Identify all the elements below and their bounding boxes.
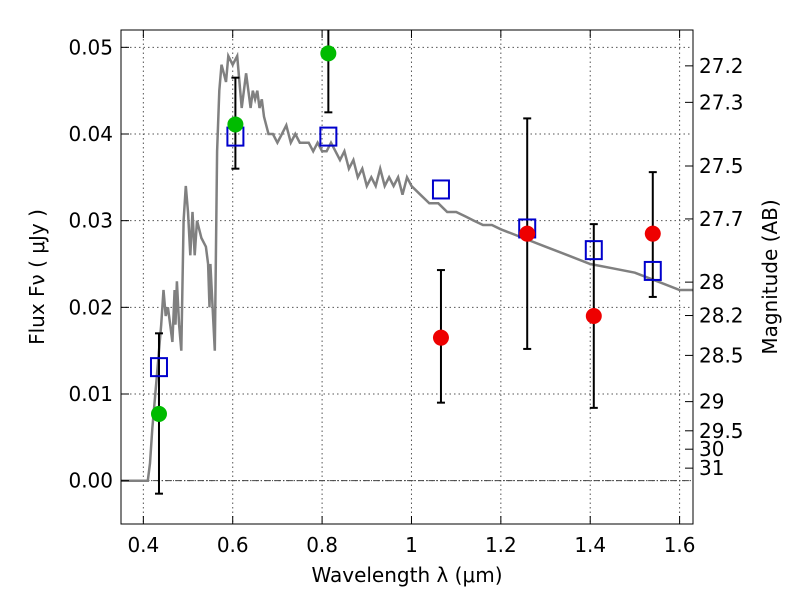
right-tick-label: 31 bbox=[699, 456, 724, 480]
y-axis-ticks: 0.00 0.01 0.02 0.03 0.04 0.05 bbox=[68, 35, 129, 493]
model-square-marker bbox=[431, 179, 450, 200]
observed-photometry-markers bbox=[150, 45, 661, 422]
observed-circle-marker bbox=[227, 116, 244, 133]
right-tick-label: 28.5 bbox=[699, 343, 744, 367]
observed-circle-marker bbox=[150, 405, 167, 422]
observed-circle-marker bbox=[519, 225, 536, 242]
model-photometry-markers bbox=[149, 126, 662, 378]
x-tick-label: 0.6 bbox=[217, 533, 249, 557]
y-axis-label: Flux Fν ( μJy ) bbox=[25, 209, 49, 345]
y-tick-label: 0.04 bbox=[68, 122, 113, 146]
right-tick-label: 29.5 bbox=[699, 419, 744, 443]
y-tick-label: 0.03 bbox=[68, 209, 113, 233]
x-tick-label: 1.4 bbox=[574, 533, 606, 557]
model-square-marker bbox=[643, 260, 662, 281]
x-axis-label: Wavelength λ (μm) bbox=[311, 563, 502, 587]
y-tick-label: 0.02 bbox=[68, 295, 113, 319]
observed-circle-marker bbox=[432, 329, 449, 346]
x-tick-label: 1.6 bbox=[664, 533, 696, 557]
right-tick-label: 30 bbox=[699, 437, 724, 461]
error-bars bbox=[154, 30, 657, 495]
model-sed-line bbox=[121, 51, 693, 482]
right-tick-label: 27.5 bbox=[699, 154, 744, 178]
y-tick-label: 0.01 bbox=[68, 382, 113, 406]
right-tick-label: 29 bbox=[699, 390, 724, 414]
y-tick-label: 0.05 bbox=[68, 35, 113, 59]
right-tick-label: 28 bbox=[699, 270, 724, 294]
x-axis-ticks: 0.4 0.6 0.8 1 1.2 1.4 1.6 bbox=[127, 30, 696, 557]
x-tick-label: 0.8 bbox=[306, 533, 338, 557]
observed-circle-marker bbox=[585, 308, 602, 324]
plot-frame bbox=[120, 29, 694, 525]
model-square-marker bbox=[584, 240, 603, 261]
model-square-marker bbox=[149, 357, 168, 378]
right-tick-label: 27.3 bbox=[699, 90, 744, 114]
right-tick-label: 27.7 bbox=[699, 207, 744, 231]
x-tick-label: 1 bbox=[405, 533, 418, 557]
right-tick-label: 27.2 bbox=[699, 54, 744, 78]
x-tick-label: 0.4 bbox=[127, 533, 159, 557]
observed-circle-marker bbox=[644, 225, 661, 242]
right-tick-label: 28.2 bbox=[699, 304, 744, 328]
right-axis-label: Magnitude (AB) bbox=[758, 199, 782, 354]
observed-circle-marker bbox=[320, 45, 337, 62]
x-tick-label: 1.2 bbox=[485, 533, 517, 557]
grid bbox=[121, 30, 693, 524]
model-square-marker bbox=[319, 126, 338, 147]
y-tick-label: 0.00 bbox=[68, 469, 113, 493]
